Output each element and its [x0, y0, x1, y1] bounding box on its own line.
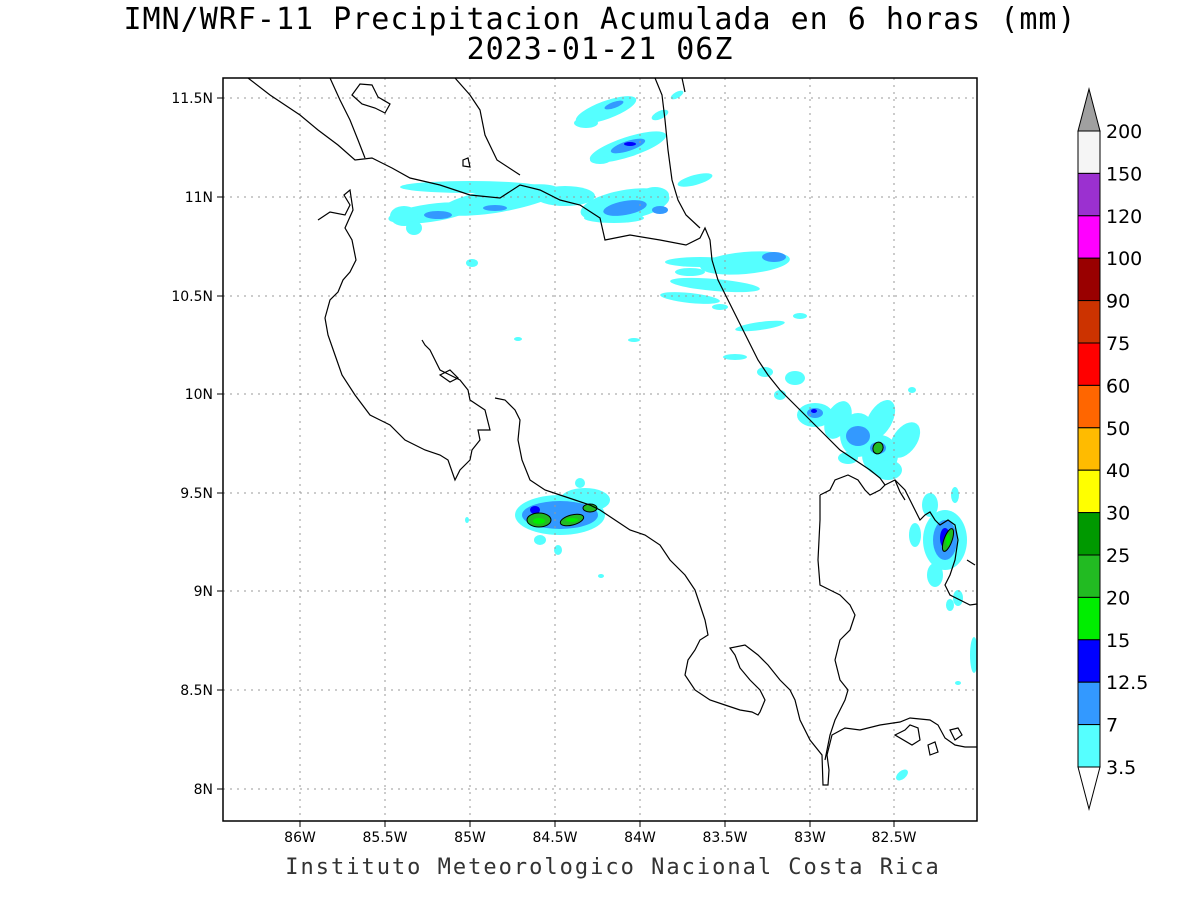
- y-tick-label: 8.5N: [180, 683, 213, 699]
- colorbar-label: 40: [1106, 460, 1130, 482]
- colorbar-label: 20: [1106, 587, 1130, 609]
- colorbar-box: [1077, 342, 1101, 386]
- colorbar-label: 100: [1106, 248, 1142, 270]
- colorbar-box: [1077, 724, 1101, 768]
- colorbar-label: 12.5: [1106, 672, 1148, 694]
- colorbar-label: 15: [1106, 630, 1130, 652]
- colorbar-label: 30: [1106, 503, 1130, 525]
- colorbar-box: [1077, 257, 1101, 302]
- colorbar-box: [1077, 639, 1101, 683]
- y-tick-labels: 11.5N 11N 10.5N 10N 9.5N 9N 8.5N 8N: [171, 91, 213, 798]
- colorbar-box: [1077, 300, 1101, 344]
- colorbar-label: 60: [1106, 375, 1130, 397]
- footer-credit: Instituto Meteorologico Nacional Costa R…: [285, 855, 941, 880]
- map-gridlines: [223, 78, 977, 821]
- colorbar-label: 75: [1106, 333, 1130, 355]
- x-tick-labels: 86W 85.5W 85W 84.5W 84W 83.5W 83W 82.5W: [284, 830, 917, 846]
- colorbar-bottom-arrow: [1077, 766, 1101, 811]
- colorbar-label: 150: [1106, 163, 1142, 185]
- x-tick-label: 84.5W: [532, 830, 577, 846]
- map-frame: [222, 77, 978, 822]
- colorbar-label: 3.5: [1106, 757, 1136, 779]
- colorbar-label: 50: [1106, 418, 1130, 440]
- colorbar-label: 200: [1106, 121, 1142, 143]
- x-tick-label: 83.5W: [702, 830, 747, 846]
- colorbar-box: [1077, 554, 1101, 598]
- x-tick-label: 86W: [284, 830, 316, 846]
- colorbar-box: [1077, 130, 1101, 174]
- colorbar-box: [1077, 427, 1101, 471]
- y-tick-label: 10.5N: [171, 289, 213, 305]
- x-tick-label: 82.5W: [871, 830, 916, 846]
- y-tick-label: 11N: [185, 190, 213, 206]
- colorbar-boxes: [1077, 87, 1101, 811]
- colorbar-box: [1077, 172, 1101, 217]
- colorbar-box: [1077, 512, 1101, 556]
- chart-title: IMN/WRF-11 Precipitacion Acumulada en 6 …: [123, 2, 1077, 37]
- colorbar-label: 25: [1106, 545, 1130, 567]
- colorbar-label: 7: [1106, 715, 1118, 737]
- colorbar-box: [1077, 215, 1101, 259]
- x-tick-label: 84W: [624, 830, 656, 846]
- x-tick-label: 85W: [454, 830, 486, 846]
- colorbar-box: [1077, 384, 1101, 429]
- y-tick-label: 10N: [185, 387, 213, 403]
- colorbar-label: 90: [1106, 291, 1130, 313]
- y-tick-label: 8N: [194, 782, 213, 798]
- colorbar-label: 120: [1106, 206, 1142, 228]
- axis-ticks: [217, 97, 895, 827]
- colorbar-box: [1077, 596, 1101, 641]
- colorbar-labels: 200 150 120 100 90 75 60 50 40 30 25 20 15 12.5 7 3.5: [1106, 121, 1148, 779]
- colorbar-legend: 200 150 120 100 90 75 60 50 40 30 25 20 15 12.5 7 3.5: [1077, 87, 1148, 811]
- precipitation-fields: [388, 90, 977, 781]
- x-tick-label: 83W: [794, 830, 826, 846]
- y-tick-label: 9.5N: [180, 486, 213, 502]
- precip-bright-green: [533, 518, 950, 546]
- colorbar-box: [1077, 681, 1101, 726]
- colorbar-top-arrow: [1077, 87, 1101, 132]
- coastlines: [247, 78, 977, 786]
- y-tick-label: 9N: [194, 584, 213, 600]
- colorbar-box: [1077, 469, 1101, 514]
- y-tick-label: 11.5N: [171, 91, 213, 107]
- precip-green: [526, 441, 955, 552]
- x-tick-label: 85.5W: [362, 830, 407, 846]
- chart-subtitle: 2023-01-21 06Z: [466, 32, 734, 67]
